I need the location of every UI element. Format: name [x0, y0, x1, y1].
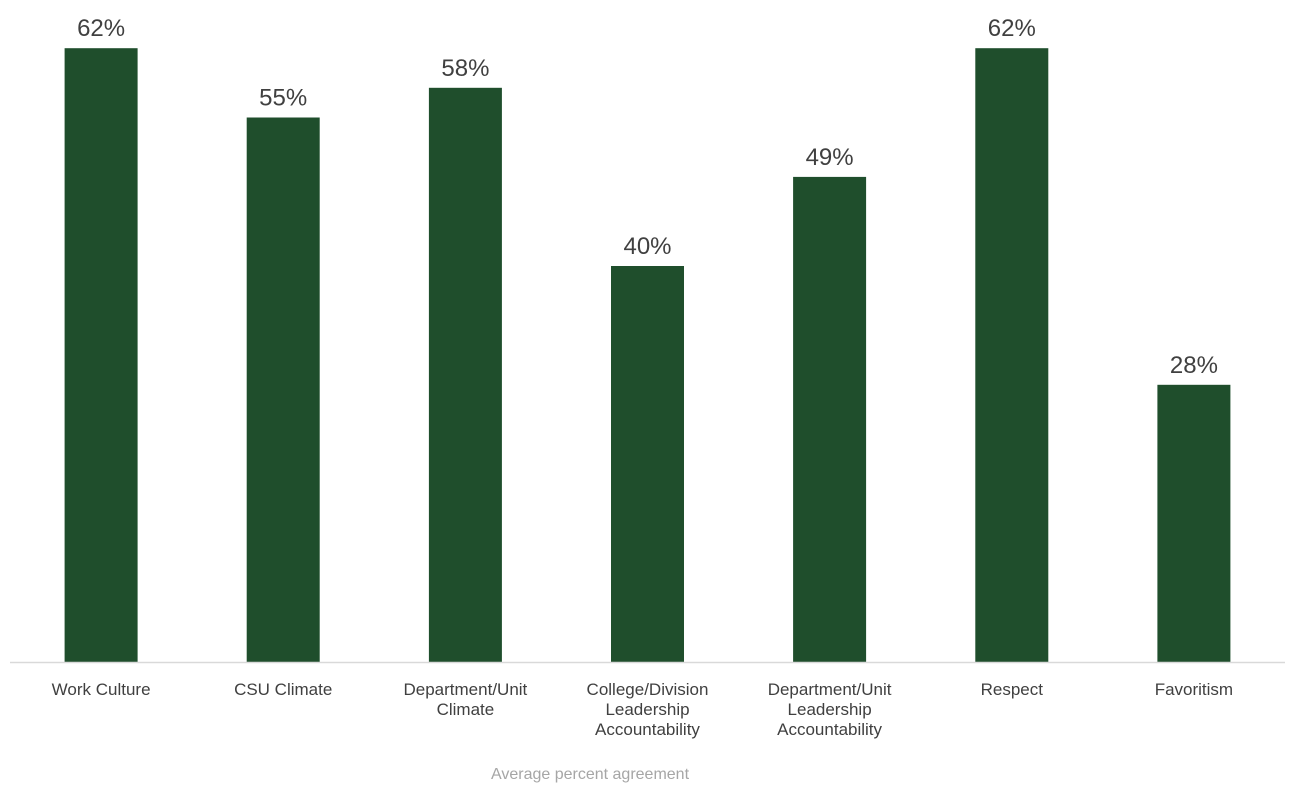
data-label-4: 49%: [806, 144, 854, 171]
category-labels-group: Work Culture CSU Climate Department/Unit Cl…: [52, 680, 1233, 739]
category-label-3: College/Division Leadership Accountability: [587, 680, 709, 739]
data-label-1: 55%: [259, 85, 307, 112]
bar-5: [975, 48, 1049, 662]
category-label-line: Favoritism: [1155, 680, 1233, 699]
x-axis-title: Average percent agreement: [491, 766, 690, 783]
value-labels-group: 62% 55% 58% 40% 49% 62% 28%: [77, 15, 1218, 379]
category-label-line: Accountability: [777, 720, 882, 739]
data-label-0: 62%: [77, 15, 125, 42]
category-label-line: Climate: [437, 700, 495, 719]
category-label-line: Accountability: [595, 720, 700, 739]
category-label-line: Department/Unit: [404, 680, 528, 699]
bar-1: [246, 117, 320, 662]
data-label-2: 58%: [441, 55, 489, 82]
category-label-line: Work Culture: [52, 680, 151, 699]
category-label-4: Department/Unit Leadership Accountability: [768, 680, 892, 739]
category-label-line: Leadership: [605, 700, 689, 719]
category-label-1: CSU Climate: [234, 680, 332, 699]
category-label-line: Department/Unit: [768, 680, 892, 699]
data-label-5: 62%: [988, 15, 1036, 42]
category-label-line: CSU Climate: [234, 680, 332, 699]
bar-2: [428, 87, 502, 663]
bars-group: [64, 48, 1231, 663]
category-label-5: Respect: [981, 680, 1044, 699]
category-label-line: Leadership: [788, 700, 872, 719]
category-label-6: Favoritism: [1155, 680, 1233, 699]
bar-6: [1157, 384, 1231, 662]
bar-0: [64, 48, 138, 662]
category-label-0: Work Culture: [52, 680, 151, 699]
data-label-6: 28%: [1170, 352, 1218, 379]
category-label-line: Respect: [981, 680, 1044, 699]
bar-4: [793, 176, 867, 662]
category-label-line: College/Division: [587, 680, 709, 699]
bar-3: [611, 266, 684, 662]
category-label-2: Department/Unit Climate: [404, 680, 528, 719]
data-label-3: 40%: [623, 233, 671, 260]
